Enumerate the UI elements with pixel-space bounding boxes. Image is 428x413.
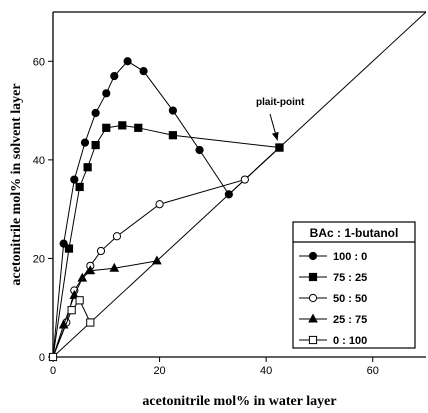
- legend-label: 0 : 100: [333, 335, 367, 347]
- data-point: [91, 140, 100, 150]
- data-point: [134, 123, 143, 132]
- data-point: [118, 121, 127, 130]
- series-layer: [48, 57, 284, 362]
- y-tick-label: 40: [33, 155, 45, 167]
- series-3: [52, 255, 162, 358]
- x-tick-label: 60: [367, 365, 379, 377]
- data-point: [102, 123, 111, 132]
- annotation: plait-point: [256, 97, 305, 141]
- x-axis-title: acetonitrile mol% in water layer: [142, 394, 336, 409]
- legend-item: 100 : 0: [299, 251, 367, 263]
- plait-point-marker: [275, 143, 284, 152]
- data-point: [80, 138, 90, 147]
- legend-title: BAc : 1-butanol: [310, 226, 399, 240]
- data-point: [77, 272, 88, 282]
- data-point: [110, 71, 119, 81]
- legend-label: 50 : 50: [333, 293, 367, 305]
- legend-item: 75 : 25: [299, 272, 367, 284]
- data-point: [75, 182, 84, 192]
- legend-marker: [308, 293, 318, 303]
- data-point: [240, 175, 249, 184]
- legend-items: 100 : 0 75 : 25 50 : 50 25 : 75 0 : 100: [299, 251, 367, 347]
- data-point: [85, 265, 96, 275]
- legend-label: 100 : 0: [333, 251, 367, 263]
- legend: BAc : 1-butanol 100 : 0 75 : 25 50 : 50 25 …: [292, 221, 416, 349]
- legend-item: 0 : 100: [299, 335, 367, 347]
- legend-label: 25 : 75: [333, 314, 367, 326]
- data-point: [67, 306, 76, 315]
- data-point: [152, 255, 162, 265]
- legend-box: [292, 221, 416, 349]
- data-point: [123, 57, 132, 66]
- legend-marker: [308, 272, 318, 282]
- data-point: [96, 246, 106, 256]
- legend-label: 75 : 25: [333, 272, 367, 284]
- legend-marker: [308, 251, 318, 261]
- x-tick-label: 0: [50, 365, 56, 377]
- series-line: [52, 299, 91, 358]
- data-point: [102, 89, 111, 98]
- legend-marker: [308, 313, 318, 323]
- axis-ticks: 0 20 40 60 0 20 40 60: [33, 56, 379, 377]
- series-0: [48, 57, 284, 362]
- plot-frame: [52, 11, 426, 358]
- x-tick-label: 20: [153, 365, 165, 377]
- series-line: [52, 60, 280, 358]
- series-4: [52, 296, 95, 358]
- data-point: [83, 163, 92, 172]
- legend-marker: [308, 335, 318, 345]
- data-point: [109, 262, 120, 272]
- y-tick-label: 0: [39, 352, 45, 364]
- data-point: [139, 67, 148, 76]
- y-axis-title: acetonitrile mol% in solvent layer: [9, 83, 24, 285]
- origin-point: [48, 352, 58, 362]
- data-point: [64, 244, 74, 253]
- legend-item: 25 : 75: [299, 313, 367, 326]
- series-line: [52, 124, 280, 358]
- data-point: [86, 318, 95, 327]
- data-point: [75, 296, 84, 305]
- data-point: [112, 232, 122, 241]
- y-tick-label: 20: [33, 253, 45, 265]
- data-point: [91, 108, 100, 118]
- data-point: [70, 175, 79, 184]
- legend-item: 50 : 50: [299, 293, 367, 305]
- plait-point-label: plait-point: [256, 97, 305, 108]
- data-point: [195, 145, 204, 155]
- data-point: [168, 106, 177, 115]
- x-tick-label: 40: [260, 365, 272, 377]
- plait-point-arrowhead: [271, 131, 279, 141]
- data-point: [155, 200, 164, 209]
- y-tick-label: 60: [33, 56, 45, 68]
- data-point: [168, 131, 177, 140]
- data-point: [224, 190, 233, 199]
